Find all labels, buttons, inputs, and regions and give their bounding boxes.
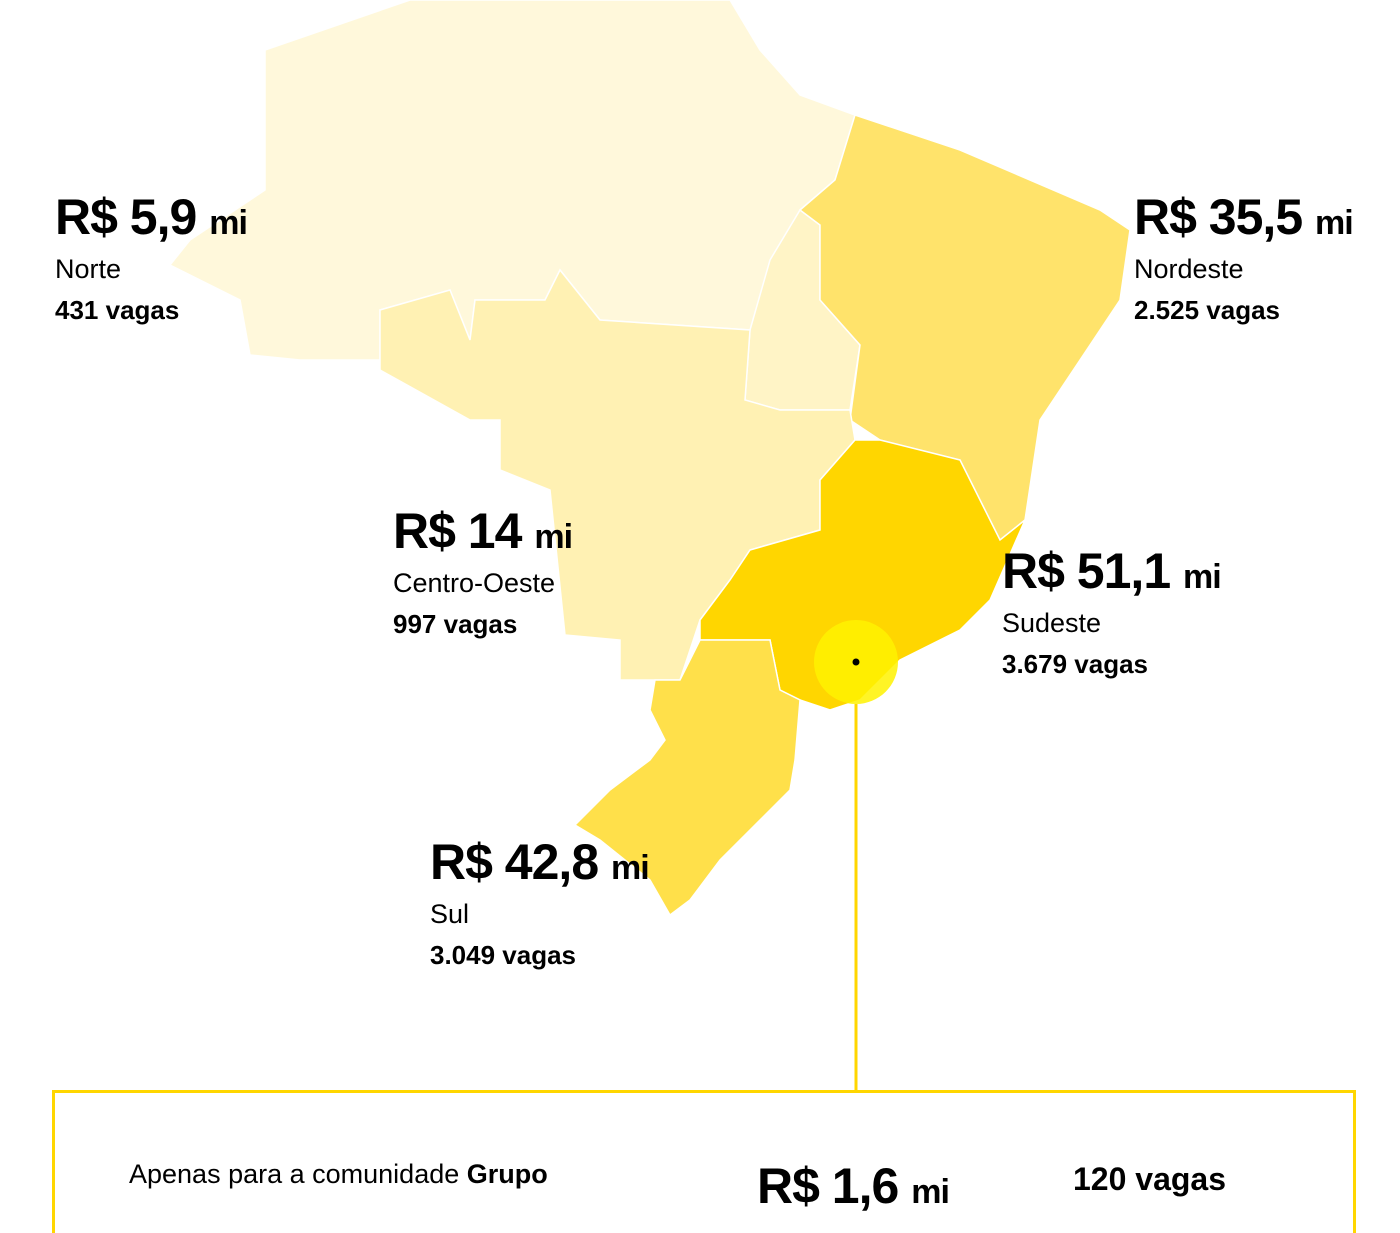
label-norte: R$ 5,9 mi Norte 431 vagas xyxy=(55,189,248,325)
amount: R$ 1,6 xyxy=(757,1158,899,1214)
brazil-map xyxy=(168,0,1131,1090)
label-sul: R$ 42,8 mi Sul 3.049 vagas xyxy=(430,834,650,970)
region-name: Nordeste xyxy=(1134,254,1244,284)
label-centro-oeste: R$ 14 mi Centro-Oeste 997 vagas xyxy=(393,503,573,639)
label-sudeste: R$ 51,1 mi Sudeste 3.679 vagas xyxy=(1002,543,1222,679)
region-name: Sul xyxy=(430,899,470,929)
callout-text-bold: Grupo xyxy=(466,1159,548,1189)
amount: R$ 35,5 xyxy=(1134,189,1303,245)
unit: mi xyxy=(1183,558,1222,596)
amount: R$ 14 xyxy=(393,503,522,559)
unit: mi xyxy=(1315,204,1354,242)
callout-box: Apenas para a comunidade Grupo R$ 1,6 mi… xyxy=(52,1090,1356,1233)
unit: mi xyxy=(911,1173,950,1211)
callout-vagas: 120 vagas xyxy=(1073,1161,1227,1197)
callout-text-regular: Apenas para a comunidade xyxy=(129,1159,460,1189)
region-name: Centro-Oeste xyxy=(393,568,556,598)
unit: mi xyxy=(611,849,650,887)
amount: R$ 5,9 xyxy=(55,189,197,245)
label-nordeste: R$ 35,5 mi Nordeste 2.525 vagas xyxy=(1134,189,1354,325)
callout-amount: R$ 1,6 mi xyxy=(757,1157,950,1215)
vagas: 431 vagas xyxy=(55,295,180,325)
location-dot xyxy=(852,658,860,666)
amount: R$ 42,8 xyxy=(430,834,599,890)
vagas: 3.679 vagas xyxy=(1002,649,1149,679)
vagas: 997 vagas xyxy=(393,609,518,639)
region-name: Norte xyxy=(55,254,122,284)
region-sudeste[interactable] xyxy=(699,439,1026,711)
vagas: 2.525 vagas xyxy=(1134,295,1281,325)
region-name: Sudeste xyxy=(1002,608,1102,638)
unit: mi xyxy=(534,518,573,556)
region-sul[interactable] xyxy=(573,639,801,917)
callout-text: Apenas para a comunidade Grupo xyxy=(129,1159,548,1190)
unit: mi xyxy=(209,204,248,242)
amount: R$ 51,1 xyxy=(1002,543,1171,599)
vagas: 3.049 vagas xyxy=(430,940,577,970)
